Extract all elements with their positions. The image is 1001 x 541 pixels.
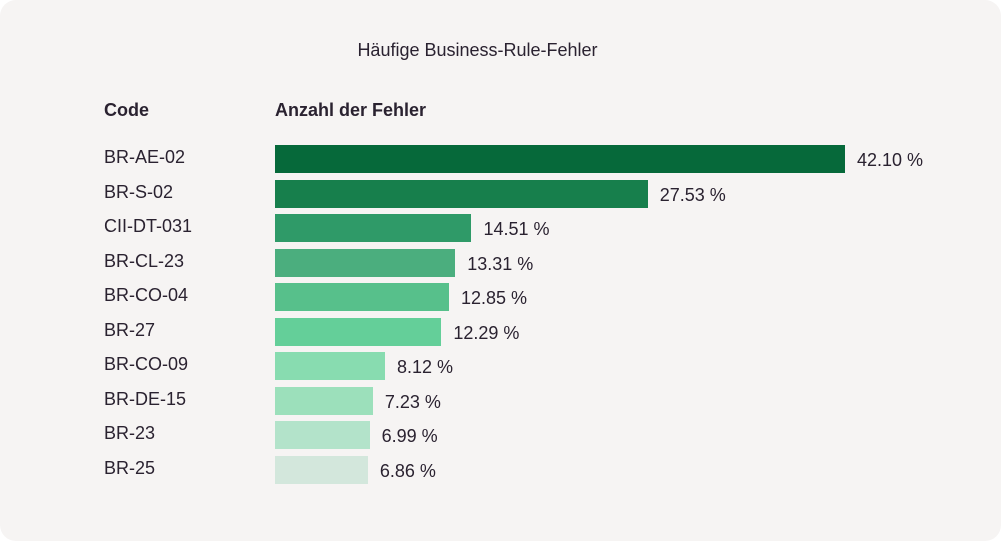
data-label: 27.53 %	[659, 184, 726, 205]
bar	[275, 455, 368, 484]
data-label: 6.99 %	[381, 426, 438, 446]
bar	[275, 248, 456, 277]
category-label: BR-CO-04	[104, 285, 189, 305]
value-column-header: Anzahl der Fehler	[275, 100, 427, 120]
category-label: BR-23	[104, 423, 156, 443]
bar	[275, 352, 385, 380]
code-column-header: Code	[104, 100, 149, 120]
data-label: 8.12 %	[396, 357, 453, 377]
bar	[275, 214, 472, 242]
category-label: BR-27	[104, 319, 156, 340]
category-label: BR-S-02	[104, 181, 174, 202]
category-label: BR-CO-09	[104, 354, 189, 374]
category-label: CII-DT-031	[104, 216, 193, 236]
bar	[275, 283, 449, 311]
data-label: 7.23 %	[384, 391, 441, 412]
chart-title: Häufige Business-Rule-Fehler	[357, 40, 598, 60]
category-label: BR-CL-23	[104, 250, 185, 271]
bar	[275, 145, 845, 173]
bar	[275, 179, 648, 208]
bar	[275, 421, 370, 449]
category-label: BR-AE-02	[104, 147, 186, 167]
data-label: 42.10 %	[857, 150, 924, 170]
bar	[275, 386, 373, 415]
data-label: 14.51 %	[483, 219, 550, 239]
bar	[275, 317, 442, 346]
category-label: BR-DE-15	[104, 388, 187, 409]
data-label: 6.86 %	[379, 460, 436, 481]
data-label: 12.85 %	[460, 288, 528, 308]
data-label: 13.31 %	[467, 253, 534, 274]
category-label: BR-25	[104, 457, 156, 478]
data-label: 12.29 %	[453, 322, 520, 343]
